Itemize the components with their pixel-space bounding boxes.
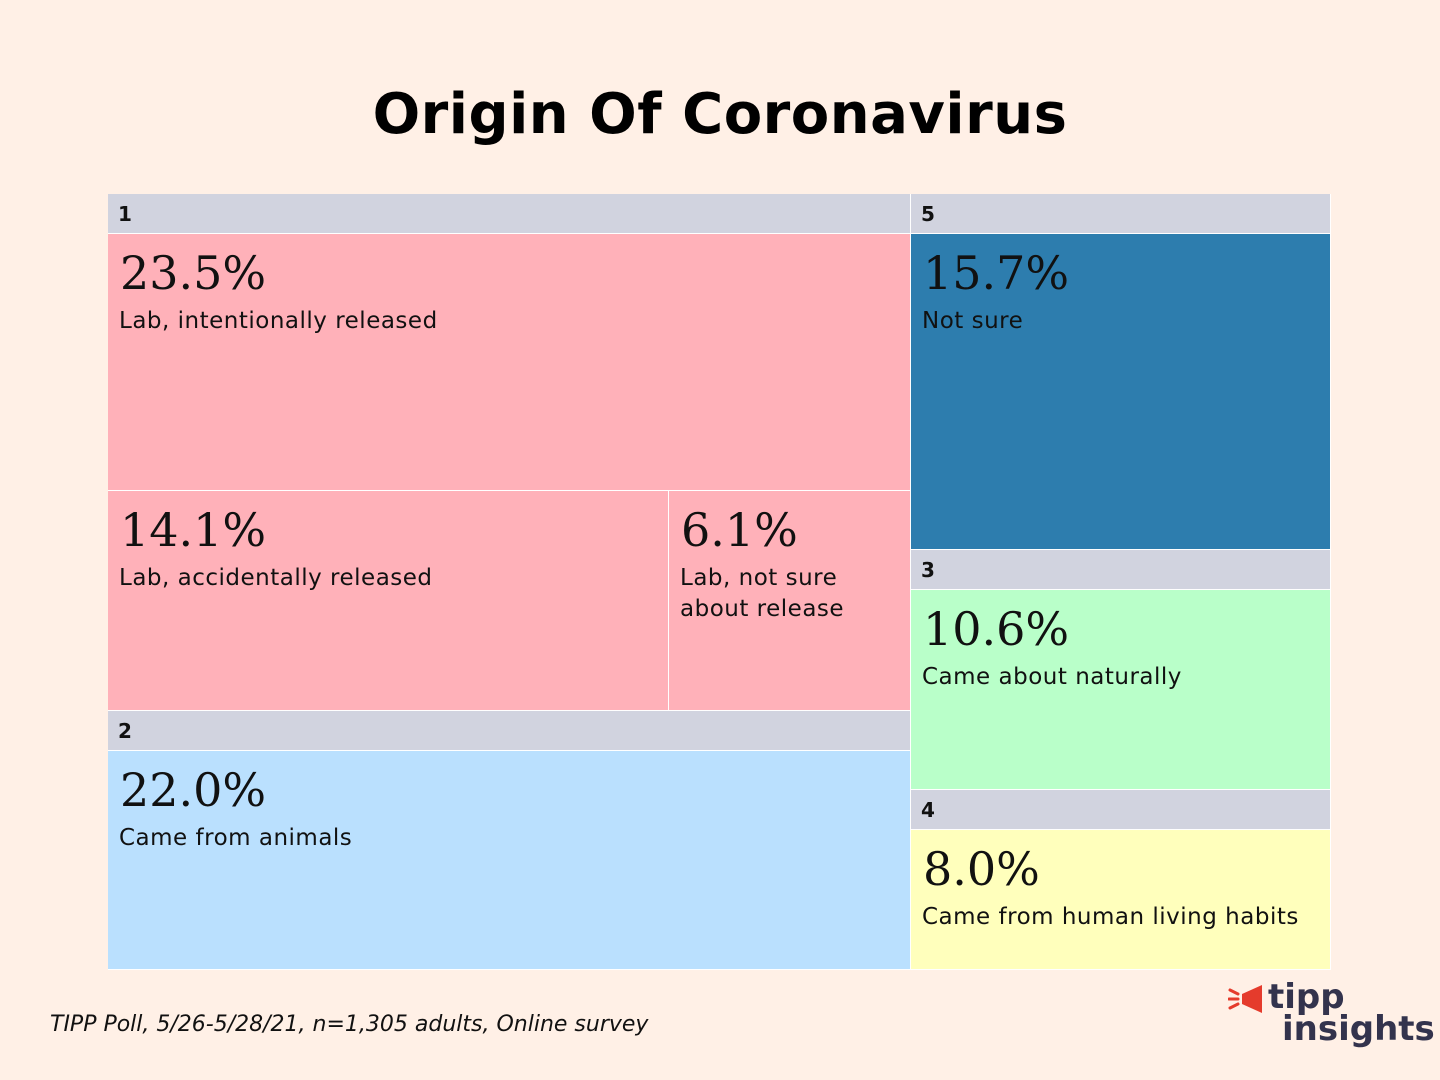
group-header-3: 3 xyxy=(911,550,1331,590)
tile-label: Lab, not sure about release xyxy=(680,565,845,622)
tile-label: Lab, accidentally released xyxy=(119,565,433,591)
tipp-insights-logo: tipp insights xyxy=(1228,977,1435,1052)
tile-came-from-human-living-habits: 8.0% Came from human living habits xyxy=(911,830,1331,970)
tile-label: Came about naturally xyxy=(922,664,1182,690)
tile-lab-not-sure-about-release: 6.1% Lab, not sure about release xyxy=(669,491,911,711)
chart-title: Origin Of Coronavirus xyxy=(372,82,1068,147)
tile-came-from-animals: 22.0% Came from animals xyxy=(108,751,911,970)
tile-value: 15.7% xyxy=(923,246,1070,300)
tile-came-about-naturally: 10.6% Came about naturally xyxy=(911,590,1331,790)
logo-line-1: tipp xyxy=(1268,977,1345,1017)
group-label-4: 4 xyxy=(921,798,935,822)
tile-value: 8.0% xyxy=(923,842,1040,896)
group-label-1: 1 xyxy=(118,202,132,226)
group-label-3: 3 xyxy=(921,558,935,582)
tile-value: 22.0% xyxy=(120,763,267,817)
group-label-5: 5 xyxy=(921,202,935,226)
tile-value: 10.6% xyxy=(923,602,1070,656)
tile-lab-accidentally-released: 14.1% Lab, accidentally released xyxy=(108,491,669,711)
logo-megaphone-icon xyxy=(1228,985,1262,1013)
source-note: TIPP Poll, 5/26-5/28/21, n=1,305 adults,… xyxy=(50,1012,649,1037)
group-header-5: 5 xyxy=(911,194,1331,234)
logo-line-2: insights xyxy=(1282,1009,1435,1049)
group-header-1: 1 xyxy=(108,194,911,234)
treemap: 1 23.5% Lab, intentionally released 14.1… xyxy=(108,194,1331,970)
tile-not-sure: 15.7% Not sure xyxy=(911,234,1331,550)
tile-label: Came from human living habits xyxy=(922,904,1299,930)
tile-value: 6.1% xyxy=(681,503,798,557)
group-label-2: 2 xyxy=(118,719,132,743)
tile-label: Lab, intentionally released xyxy=(119,308,438,334)
tile-value: 23.5% xyxy=(120,246,267,300)
tile-label: Not sure xyxy=(922,308,1024,334)
group-header-2: 2 xyxy=(108,711,911,751)
tile-lab-intentionally-released: 23.5% Lab, intentionally released xyxy=(108,234,911,491)
tile-value: 14.1% xyxy=(120,503,267,557)
tile-label: Came from animals xyxy=(119,825,353,851)
group-header-4: 4 xyxy=(911,790,1331,830)
